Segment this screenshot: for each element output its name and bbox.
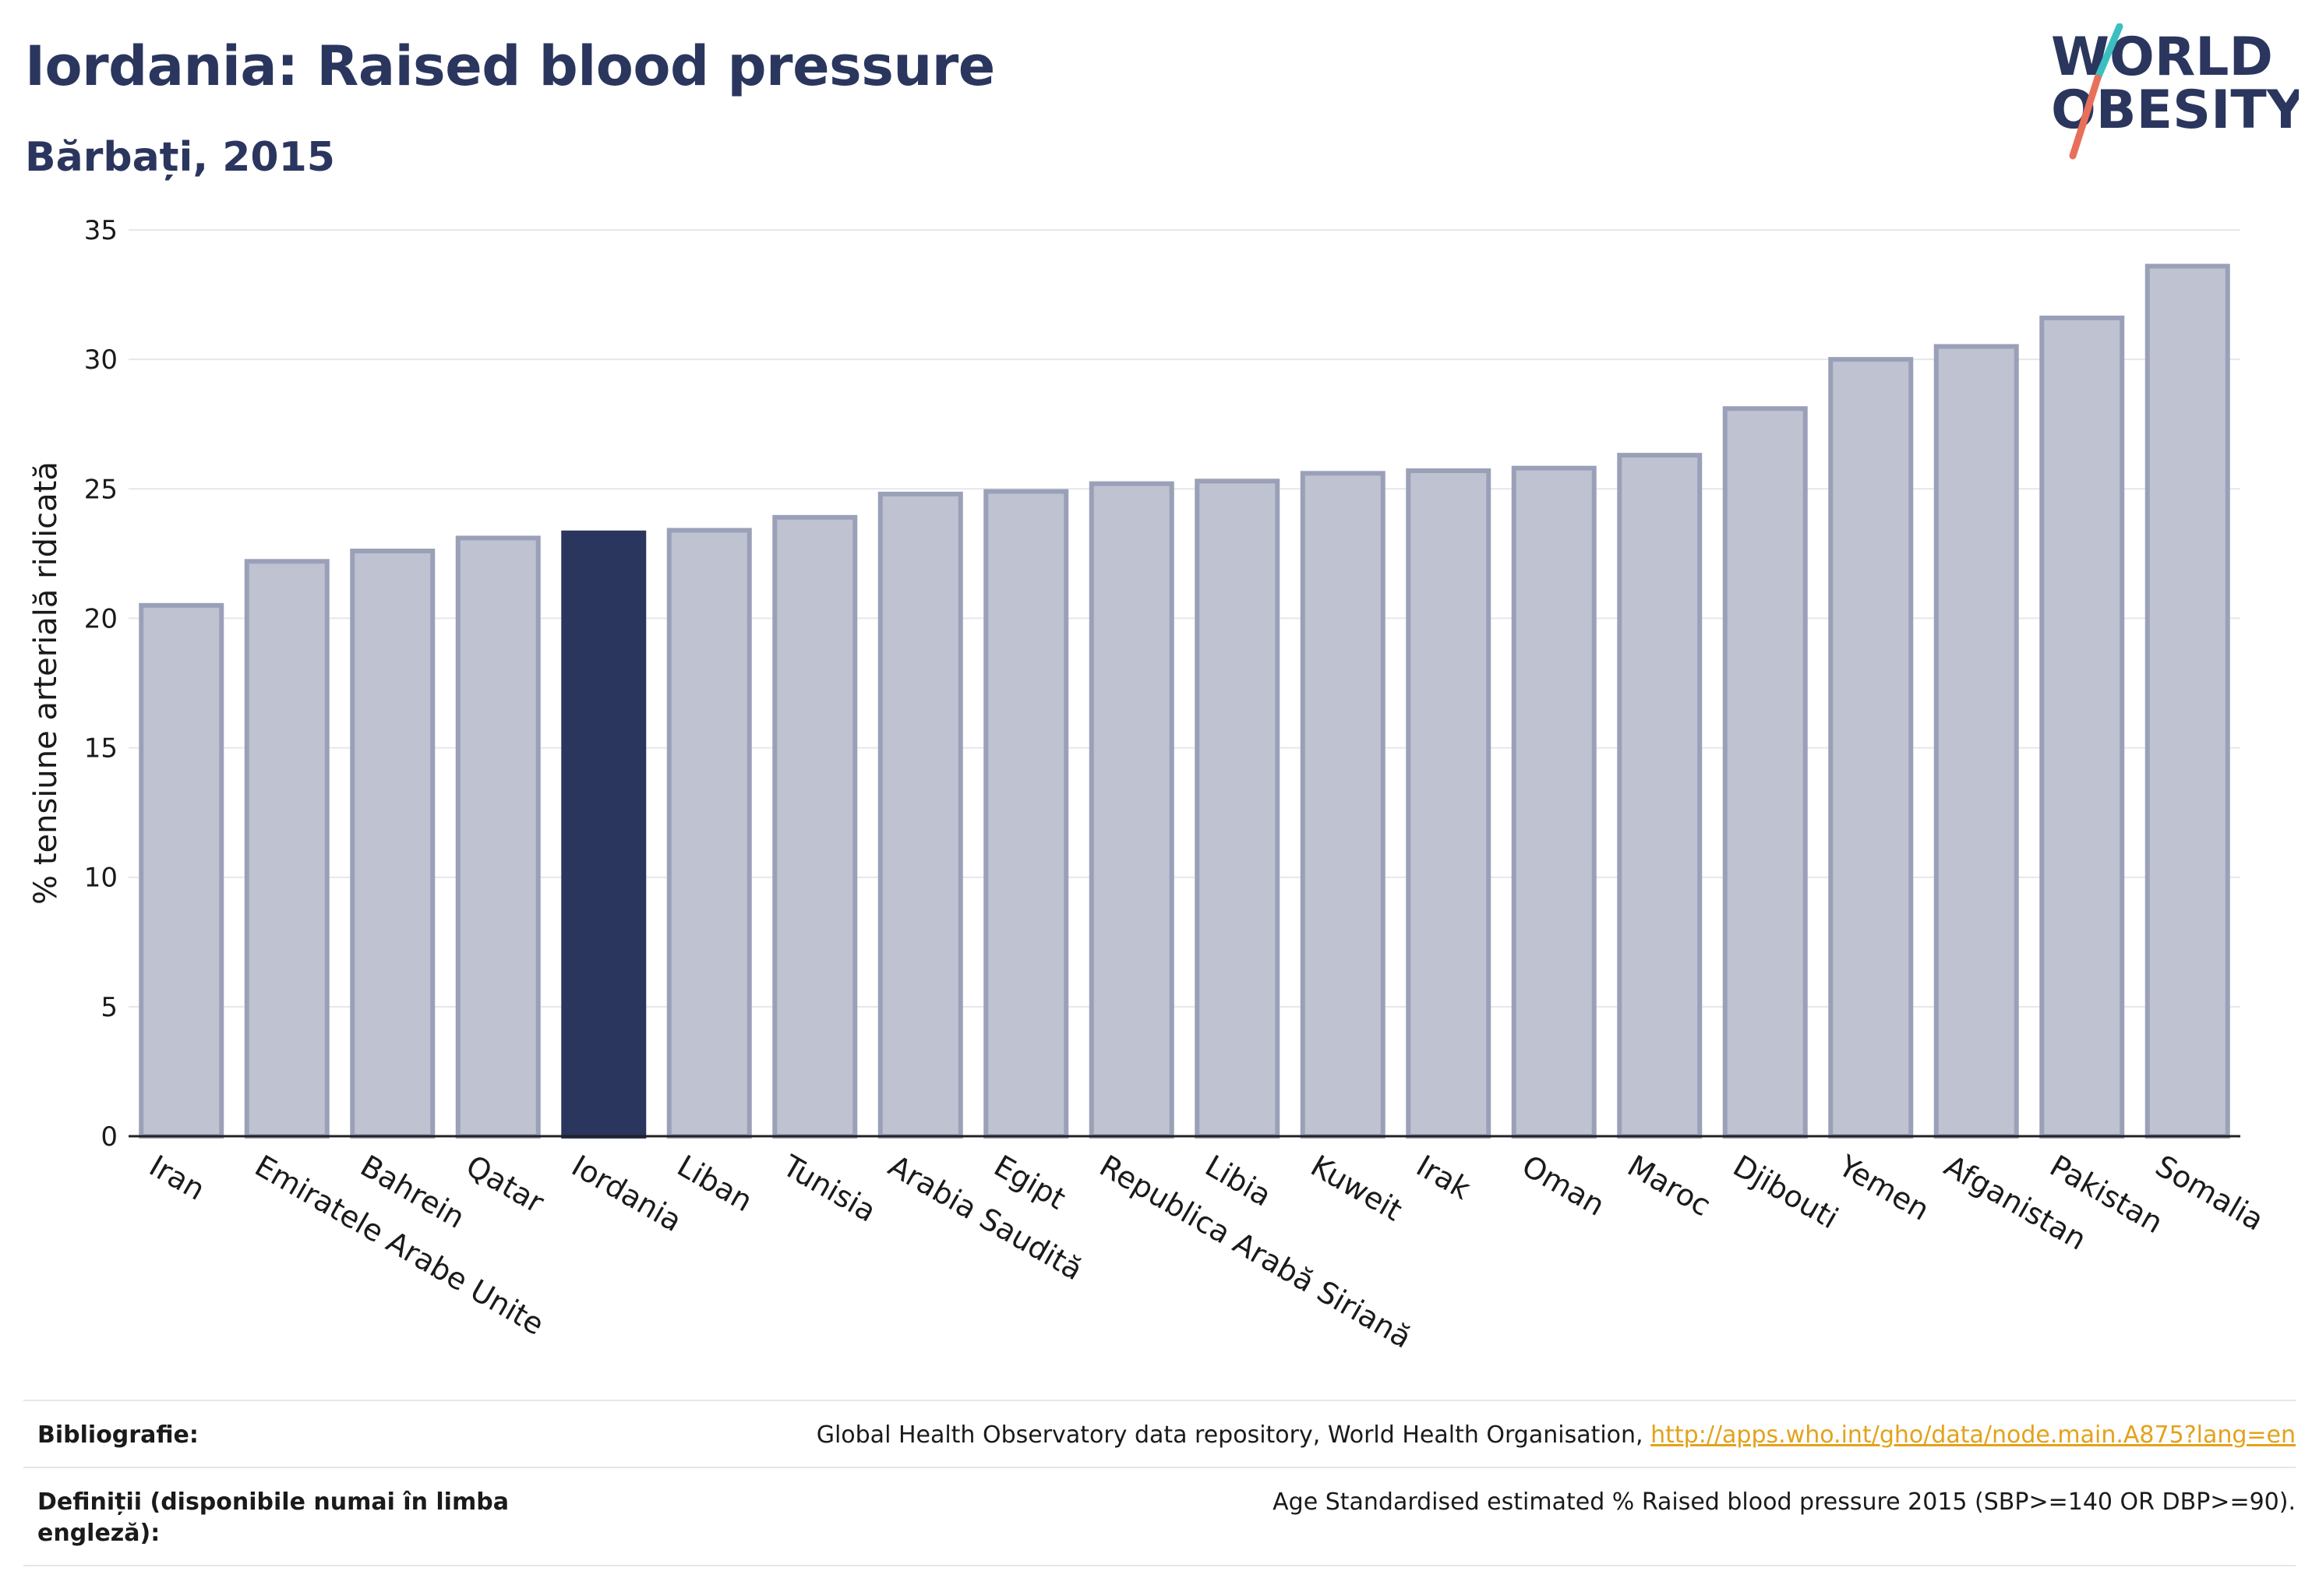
footer: Bibliografie: Global Health Observatory … <box>23 1400 2296 1566</box>
bar <box>1722 406 1808 1139</box>
bar <box>1195 478 1280 1139</box>
x-tick-label: Yemen <box>1832 1148 1935 1227</box>
bar <box>1300 471 1385 1139</box>
bibliography-label: Bibliografie: <box>37 1421 199 1449</box>
x-tick-label: Kuweit <box>1305 1149 1408 1228</box>
bar <box>2144 263 2230 1139</box>
y-tick-label: 20 <box>84 603 118 634</box>
bar <box>139 602 224 1139</box>
bar <box>983 489 1069 1139</box>
bibliography-value: Global Health Observatory data repositor… <box>817 1420 2296 1451</box>
logo-slash-coral <box>2069 74 2102 160</box>
chart-subtitle: Bărbați, 2015 <box>25 134 335 181</box>
y-tick-label: 0 <box>101 1121 118 1153</box>
x-tick-label: Djibouti <box>1728 1149 1844 1236</box>
x-tick-label: Qatar <box>461 1149 550 1220</box>
bar <box>350 549 436 1139</box>
bibliography-row: Bibliografie: Global Health Observatory … <box>23 1400 2296 1467</box>
bibliography-link[interactable]: http://apps.who.int/gho/data/node.main.A… <box>1650 1421 2296 1449</box>
x-tick-label: Libia <box>1199 1149 1277 1213</box>
bar <box>1617 453 1703 1139</box>
y-tick-label: 15 <box>84 733 118 764</box>
bar <box>1828 357 1914 1139</box>
definitions-value: Age Standardised estimated % Raised bloo… <box>1273 1488 2296 1516</box>
bar <box>244 559 330 1139</box>
x-tick-label: Maroc <box>1622 1149 1717 1223</box>
y-tick-label: 5 <box>101 992 118 1023</box>
definitions-label: Definiții (disponibile numai în limba en… <box>37 1488 509 1547</box>
bar <box>1511 465 1597 1139</box>
bar <box>2039 315 2125 1139</box>
bar <box>1089 481 1174 1139</box>
bar <box>666 528 752 1139</box>
x-tick-label: Iordania <box>566 1149 687 1238</box>
x-tick-label: Tunisia <box>776 1148 881 1229</box>
bibliography-text: Global Health Observatory data repositor… <box>816 1421 1643 1449</box>
bar <box>1933 344 2019 1139</box>
bar <box>561 530 647 1139</box>
x-tick-label: Irak <box>1410 1149 1476 1206</box>
bar <box>877 491 963 1139</box>
bar <box>772 514 858 1139</box>
logo-line1: WORLD <box>2051 26 2273 88</box>
logo-slash-teal <box>2094 23 2123 82</box>
x-tick-label: Arabia Saudită <box>883 1149 1089 1287</box>
y-tick-label: 10 <box>84 863 118 894</box>
x-tick-label: Iran <box>143 1149 210 1207</box>
y-tick-label: 35 <box>84 215 118 246</box>
definitions-row: Definiții (disponibile numai în limba en… <box>23 1467 2296 1566</box>
x-tick-label: Oman <box>1516 1149 1611 1223</box>
y-tick-label: 25 <box>84 474 118 505</box>
world-obesity-logo: WORLD OBESITY <box>2051 23 2299 160</box>
bar <box>455 535 541 1139</box>
x-tick-label: Somalia <box>2150 1149 2270 1238</box>
chart-title: Iordania: Raised blood pressure <box>25 34 995 98</box>
bar-chart: 0 5 10 15 20 25 30 35 % tensiune arterială ridic… <box>28 215 2270 1355</box>
y-axis-title: % tensiune arterială ridicată <box>28 461 64 905</box>
y-tick-label: 30 <box>84 344 118 376</box>
bar <box>1406 468 1491 1139</box>
